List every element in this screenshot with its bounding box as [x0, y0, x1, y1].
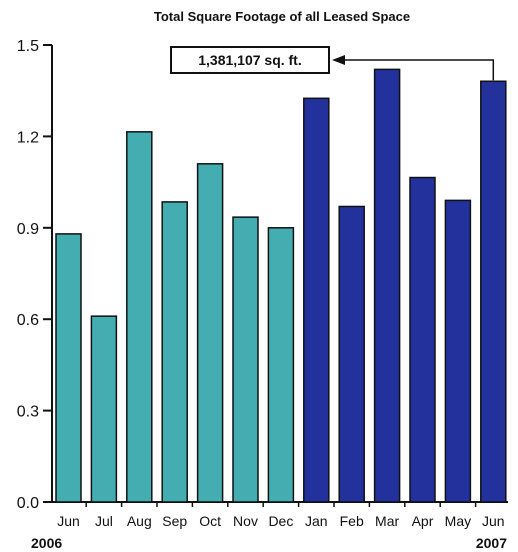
bar-apr-10	[409, 176, 436, 503]
x-tick-label: Jun	[57, 513, 80, 529]
bar-nov-5	[232, 216, 259, 503]
x-tick-label: Feb	[340, 513, 364, 529]
x-tick-label: Jan	[305, 513, 328, 529]
bar-oct-4	[196, 163, 224, 503]
bar-dec-6	[267, 227, 295, 503]
bar-aug-2	[126, 131, 153, 503]
chart-title: Total Square Footage of all Leased Space	[154, 9, 410, 24]
x-tick-label: Aug	[127, 513, 152, 529]
x-tick-label: Nov	[233, 513, 258, 529]
chart-labels: Jun Jul Aug Sep Oct Nov Dec Jan Feb Mar Apr May Jun 2…	[31, 513, 507, 551]
x-tick-label: Dec	[268, 513, 293, 529]
bar-jun-0	[55, 233, 82, 503]
bar-may-11	[444, 199, 472, 503]
year-label-left: 2006	[31, 535, 62, 551]
x-tick-label: Sep	[162, 513, 187, 529]
y-tick-label: 1.5	[17, 38, 39, 55]
y-tick-label: 0.9	[17, 221, 39, 238]
bar-jun-12	[480, 80, 507, 503]
bar-feb-8	[338, 205, 365, 503]
callout-arrowhead	[332, 55, 345, 65]
x-tick-label: May	[445, 513, 471, 529]
bar-jul-1	[90, 315, 118, 503]
y-tick-label: 0.0	[17, 495, 39, 512]
y-tick-label: 1.2	[17, 129, 39, 146]
x-tick-label: Jul	[95, 513, 113, 529]
callout-box	[170, 46, 330, 74]
y-tick-label: 0.3	[17, 404, 39, 421]
x-tick-label: Oct	[199, 513, 221, 529]
bar-jan-7	[303, 97, 330, 503]
year-label-right: 2007	[476, 535, 507, 551]
callout-label: 1,381,107 sq. ft.	[198, 52, 302, 68]
chart-bars	[55, 68, 507, 503]
value-callout: 1,381,107 sq. ft.	[170, 46, 495, 81]
x-tick-label: Apr	[412, 513, 434, 529]
callout-connector	[343, 59, 495, 81]
y-tick-label: 0.6	[17, 312, 39, 329]
x-tick-label: Jun	[482, 513, 505, 529]
bar-mar-9	[373, 68, 401, 503]
x-tick-label: Mar	[375, 513, 399, 529]
bar-sep-3	[161, 201, 188, 503]
